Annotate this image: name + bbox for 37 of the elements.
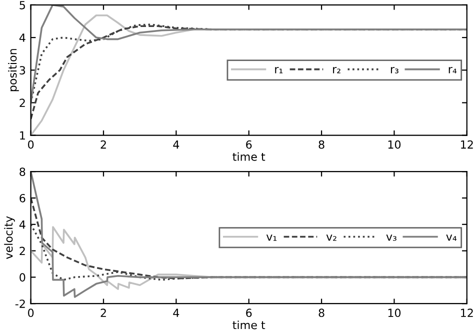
y-tick-label: 4 — [19, 34, 26, 42]
y-axis-title: velocity — [4, 216, 15, 259]
x-tick-label: 0 — [28, 308, 34, 318]
x-tick-label: 4 — [173, 308, 180, 317]
x-tick-label: 0 — [28, 140, 34, 149]
x-tick-label: 4 — [173, 140, 180, 149]
legend-label: v₄ — [446, 234, 457, 241]
y-tick-label: 8 — [20, 168, 26, 176]
x-tick-label: 8 — [318, 308, 324, 318]
y-tick-label: 2 — [20, 246, 25, 256]
y-tick-label: -2 — [15, 300, 25, 308]
x-tick-label: 10 — [388, 308, 401, 318]
legend-label: v₁ — [266, 234, 277, 241]
legend-label: r₂ — [333, 66, 340, 74]
x-tick-label: 6 — [246, 140, 252, 149]
y-tick-label: 3 — [20, 66, 26, 75]
x-tick-label: 12 — [461, 308, 473, 317]
x-axis-title: time t — [232, 152, 266, 161]
x-tick-label: 8 — [318, 140, 324, 149]
y-axis-title: position — [8, 49, 19, 92]
legend-label: r₁ — [275, 66, 283, 74]
x-tick-label: 6 — [246, 308, 252, 318]
y-tick-label: 5 — [20, 1, 25, 10]
y-tick-label: 6 — [20, 194, 26, 202]
y-tick-label: 4 — [19, 220, 26, 229]
x-tick-label: 10 — [388, 140, 401, 149]
legend-label: r₄ — [448, 66, 457, 74]
legend-label: v₂ — [326, 234, 336, 241]
x-tick-label: 2 — [100, 140, 106, 149]
y-tick-label: 1 — [20, 131, 25, 140]
y-tick-label: 2 — [20, 98, 25, 107]
x-tick-label: 12 — [461, 140, 473, 149]
y-tick-label: 0 — [20, 273, 26, 282]
x-axis-title: time t — [232, 320, 266, 330]
legend-label: r₃ — [390, 66, 398, 74]
legend-label: v₃ — [386, 234, 396, 241]
x-tick-label: 2 — [100, 308, 106, 317]
